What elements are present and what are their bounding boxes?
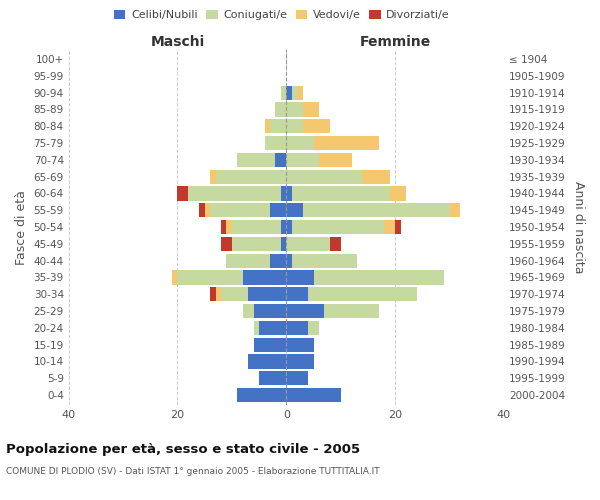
Bar [286, 254, 292, 268]
Bar [286, 354, 314, 368]
Bar [302, 203, 449, 218]
Bar [221, 220, 226, 234]
Bar [270, 119, 286, 134]
Bar [281, 86, 286, 100]
Bar [172, 270, 178, 284]
Bar [243, 270, 286, 284]
Bar [215, 287, 221, 302]
Bar [389, 186, 406, 200]
Bar [205, 203, 210, 218]
Bar [286, 371, 308, 386]
Bar [286, 119, 302, 134]
Bar [286, 170, 362, 184]
Bar [221, 287, 248, 302]
Bar [210, 170, 215, 184]
Bar [286, 236, 330, 251]
Bar [226, 220, 232, 234]
Bar [259, 320, 286, 335]
Bar [178, 186, 188, 200]
Bar [308, 287, 417, 302]
Bar [314, 270, 444, 284]
Bar [286, 388, 341, 402]
Bar [286, 203, 302, 218]
Bar [238, 388, 286, 402]
Text: COMUNE DI PLODIO (SV) - Dati ISTAT 1° gennaio 2005 - Elaborazione TUTTITALIA.IT: COMUNE DI PLODIO (SV) - Dati ISTAT 1° ge… [6, 468, 380, 476]
Bar [286, 270, 314, 284]
Text: Popolazione per età, sesso e stato civile - 2005: Popolazione per età, sesso e stato civil… [6, 442, 360, 456]
Bar [265, 136, 286, 150]
Bar [178, 270, 243, 284]
Bar [286, 136, 314, 150]
Bar [330, 236, 341, 251]
Bar [286, 220, 292, 234]
Bar [270, 203, 286, 218]
Legend: Celibi/Nubili, Coniugati/e, Vedovi/e, Divorziati/e: Celibi/Nubili, Coniugati/e, Vedovi/e, Di… [110, 6, 454, 25]
Text: Maschi: Maschi [151, 35, 205, 49]
Bar [302, 119, 330, 134]
Bar [297, 86, 302, 100]
Bar [243, 304, 254, 318]
Bar [188, 186, 281, 200]
Bar [314, 136, 379, 150]
Bar [286, 287, 308, 302]
Bar [270, 254, 286, 268]
Bar [325, 304, 379, 318]
Bar [254, 320, 259, 335]
Bar [281, 186, 286, 200]
Bar [281, 236, 286, 251]
Bar [275, 102, 286, 117]
Bar [286, 320, 308, 335]
Bar [232, 236, 281, 251]
Bar [210, 203, 270, 218]
Bar [292, 254, 357, 268]
Bar [292, 86, 297, 100]
Bar [199, 203, 205, 218]
Bar [238, 152, 275, 167]
Bar [232, 220, 281, 234]
Bar [384, 220, 395, 234]
Y-axis label: Fasce di età: Fasce di età [15, 190, 28, 264]
Bar [292, 220, 384, 234]
Bar [319, 152, 352, 167]
Bar [248, 287, 286, 302]
Bar [362, 170, 389, 184]
Bar [395, 220, 401, 234]
Bar [226, 254, 270, 268]
Bar [286, 86, 292, 100]
Bar [259, 371, 286, 386]
Bar [254, 338, 286, 352]
Bar [286, 304, 325, 318]
Bar [221, 236, 232, 251]
Bar [286, 152, 319, 167]
Text: Femmine: Femmine [359, 35, 431, 49]
Bar [302, 102, 319, 117]
Bar [286, 186, 292, 200]
Bar [215, 170, 286, 184]
Bar [265, 119, 270, 134]
Bar [286, 338, 314, 352]
Bar [254, 304, 286, 318]
Bar [248, 354, 286, 368]
Bar [281, 220, 286, 234]
Bar [210, 287, 215, 302]
Bar [286, 102, 302, 117]
Y-axis label: Anni di nascita: Anni di nascita [572, 181, 585, 274]
Bar [308, 320, 319, 335]
Bar [449, 203, 460, 218]
Bar [292, 186, 389, 200]
Bar [275, 152, 286, 167]
